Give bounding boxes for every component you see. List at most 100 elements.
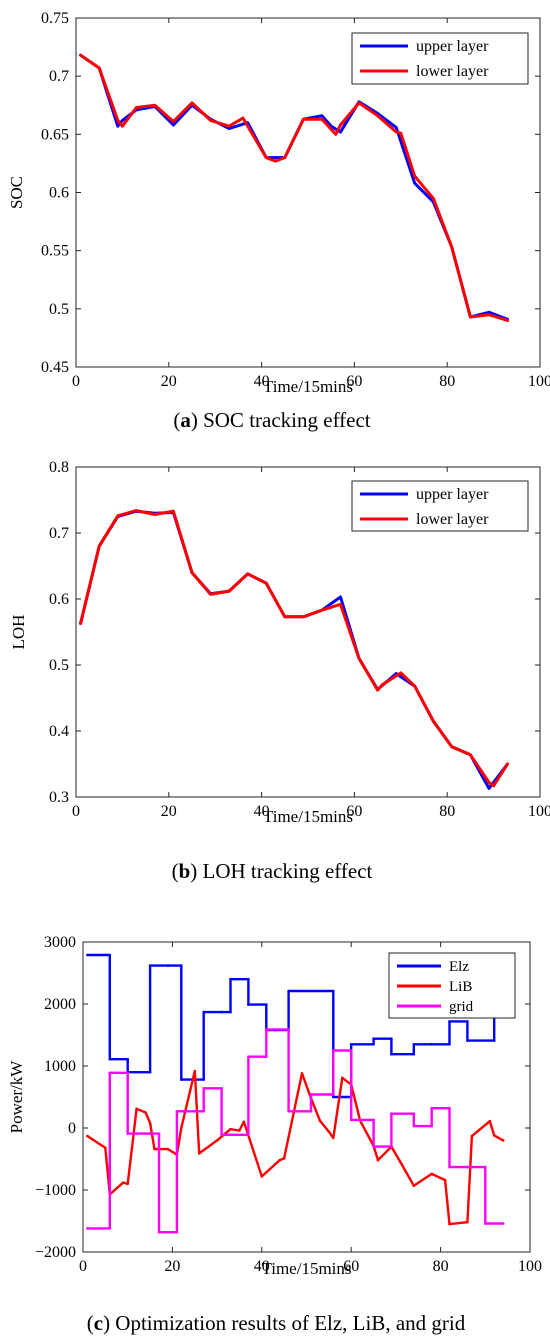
data-point <box>332 1049 335 1052</box>
data-point <box>97 544 101 548</box>
data-point <box>180 1126 183 1130</box>
data-point <box>443 1178 447 1182</box>
data-point <box>241 116 245 120</box>
data-point <box>287 989 290 993</box>
data-point <box>265 1028 268 1031</box>
data-point <box>327 1130 331 1133</box>
caption: (c) Optimization results of Elz, LiB, an… <box>87 1311 466 1335</box>
series-line-lib <box>86 1069 505 1226</box>
data-point <box>126 1057 129 1061</box>
data-point <box>283 156 287 159</box>
data-point <box>287 1028 290 1031</box>
x-axis-label: Time/15mins <box>263 807 353 826</box>
x-tick-label: 40 <box>254 373 270 390</box>
data-point <box>432 719 435 723</box>
data-point <box>126 1132 129 1135</box>
data-point <box>448 1020 451 1023</box>
x-tick-label: 40 <box>254 1258 270 1275</box>
legend-box <box>351 480 529 532</box>
data-point <box>412 1124 416 1128</box>
data-point <box>372 1145 375 1148</box>
legend-label: Elz <box>449 959 469 975</box>
legend-label: upper layer <box>416 38 489 55</box>
data-point <box>86 1134 89 1138</box>
data-point <box>265 1055 268 1058</box>
data-point <box>166 1147 170 1151</box>
data-point <box>193 1110 197 1113</box>
x-tick-label: 100 <box>528 373 550 390</box>
data-point <box>430 1124 434 1128</box>
data-point <box>399 131 403 135</box>
data-point <box>157 1230 161 1234</box>
data-point <box>247 977 250 981</box>
data-point <box>412 1184 416 1187</box>
data-point <box>318 1119 322 1122</box>
data-point <box>135 1132 138 1135</box>
data-point <box>220 1087 223 1090</box>
x-tick-label: 80 <box>433 1258 449 1275</box>
loh-chart: 0 20 40 60 80 100 0.3 0.4 0.5 0.6 0.7 0.8 Time/15min… <box>9 459 550 883</box>
data-point <box>332 1095 335 1099</box>
data-point <box>448 1043 451 1046</box>
data-point <box>372 1118 375 1122</box>
data-point <box>121 119 124 122</box>
y-tick-label: 0.6 <box>49 591 69 608</box>
data-point <box>430 1172 434 1176</box>
data-point <box>492 784 495 788</box>
data-point <box>197 1152 201 1155</box>
data-point <box>506 762 509 766</box>
data-point <box>412 1043 416 1046</box>
data-point <box>469 315 472 319</box>
data-point <box>172 120 175 123</box>
data-point <box>190 101 194 105</box>
data-point <box>376 688 379 692</box>
data-point <box>470 1134 474 1138</box>
data-point <box>390 1052 393 1056</box>
data-point <box>148 1132 152 1135</box>
data-point <box>487 313 491 317</box>
legend-label: lower layer <box>416 63 489 80</box>
x-tick-label: 100 <box>528 803 550 820</box>
y-tick-label: 0.7 <box>49 68 69 85</box>
data-point <box>282 1157 286 1160</box>
data-point <box>488 1119 492 1123</box>
x-tick-label: 60 <box>346 803 362 820</box>
data-point <box>339 603 342 606</box>
data-point <box>390 1112 393 1115</box>
data-point <box>121 124 124 128</box>
data-point <box>172 123 175 127</box>
data-point <box>227 127 231 130</box>
data-point <box>300 1072 304 1075</box>
data-point <box>399 671 403 675</box>
data-point <box>202 1010 205 1014</box>
y-tick-label: 1000 <box>44 1058 76 1075</box>
data-point <box>466 1165 469 1169</box>
data-point <box>209 119 212 122</box>
data-point <box>309 1093 313 1096</box>
data-point <box>339 123 342 127</box>
data-point <box>501 1139 505 1142</box>
data-point <box>278 1158 282 1162</box>
data-point <box>202 1078 205 1081</box>
data-point <box>466 1020 469 1023</box>
y-axis-label: SOC <box>7 176 26 209</box>
y-tick-label: 0 <box>68 1120 76 1137</box>
x-tick-label: 0 <box>72 373 80 390</box>
data-point <box>104 1146 107 1150</box>
data-point <box>126 1182 129 1186</box>
data-point <box>260 1175 264 1178</box>
data-point <box>116 119 120 122</box>
data-point <box>246 572 249 576</box>
x-tick-label: 100 <box>518 1258 542 1275</box>
data-point <box>412 1052 416 1056</box>
data-point <box>215 1139 219 1142</box>
data-point <box>190 571 194 574</box>
data-point <box>357 657 361 660</box>
y-tick-label: 0.7 <box>49 525 69 542</box>
data-point <box>390 1145 393 1148</box>
y-tick-label: −2000 <box>35 1244 76 1261</box>
data-point <box>376 1158 380 1162</box>
data-point <box>180 964 183 967</box>
data-point <box>334 133 338 136</box>
data-point <box>484 1165 487 1169</box>
